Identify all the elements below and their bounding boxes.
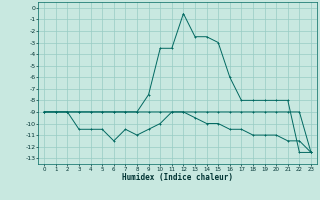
X-axis label: Humidex (Indice chaleur): Humidex (Indice chaleur) xyxy=(122,173,233,182)
